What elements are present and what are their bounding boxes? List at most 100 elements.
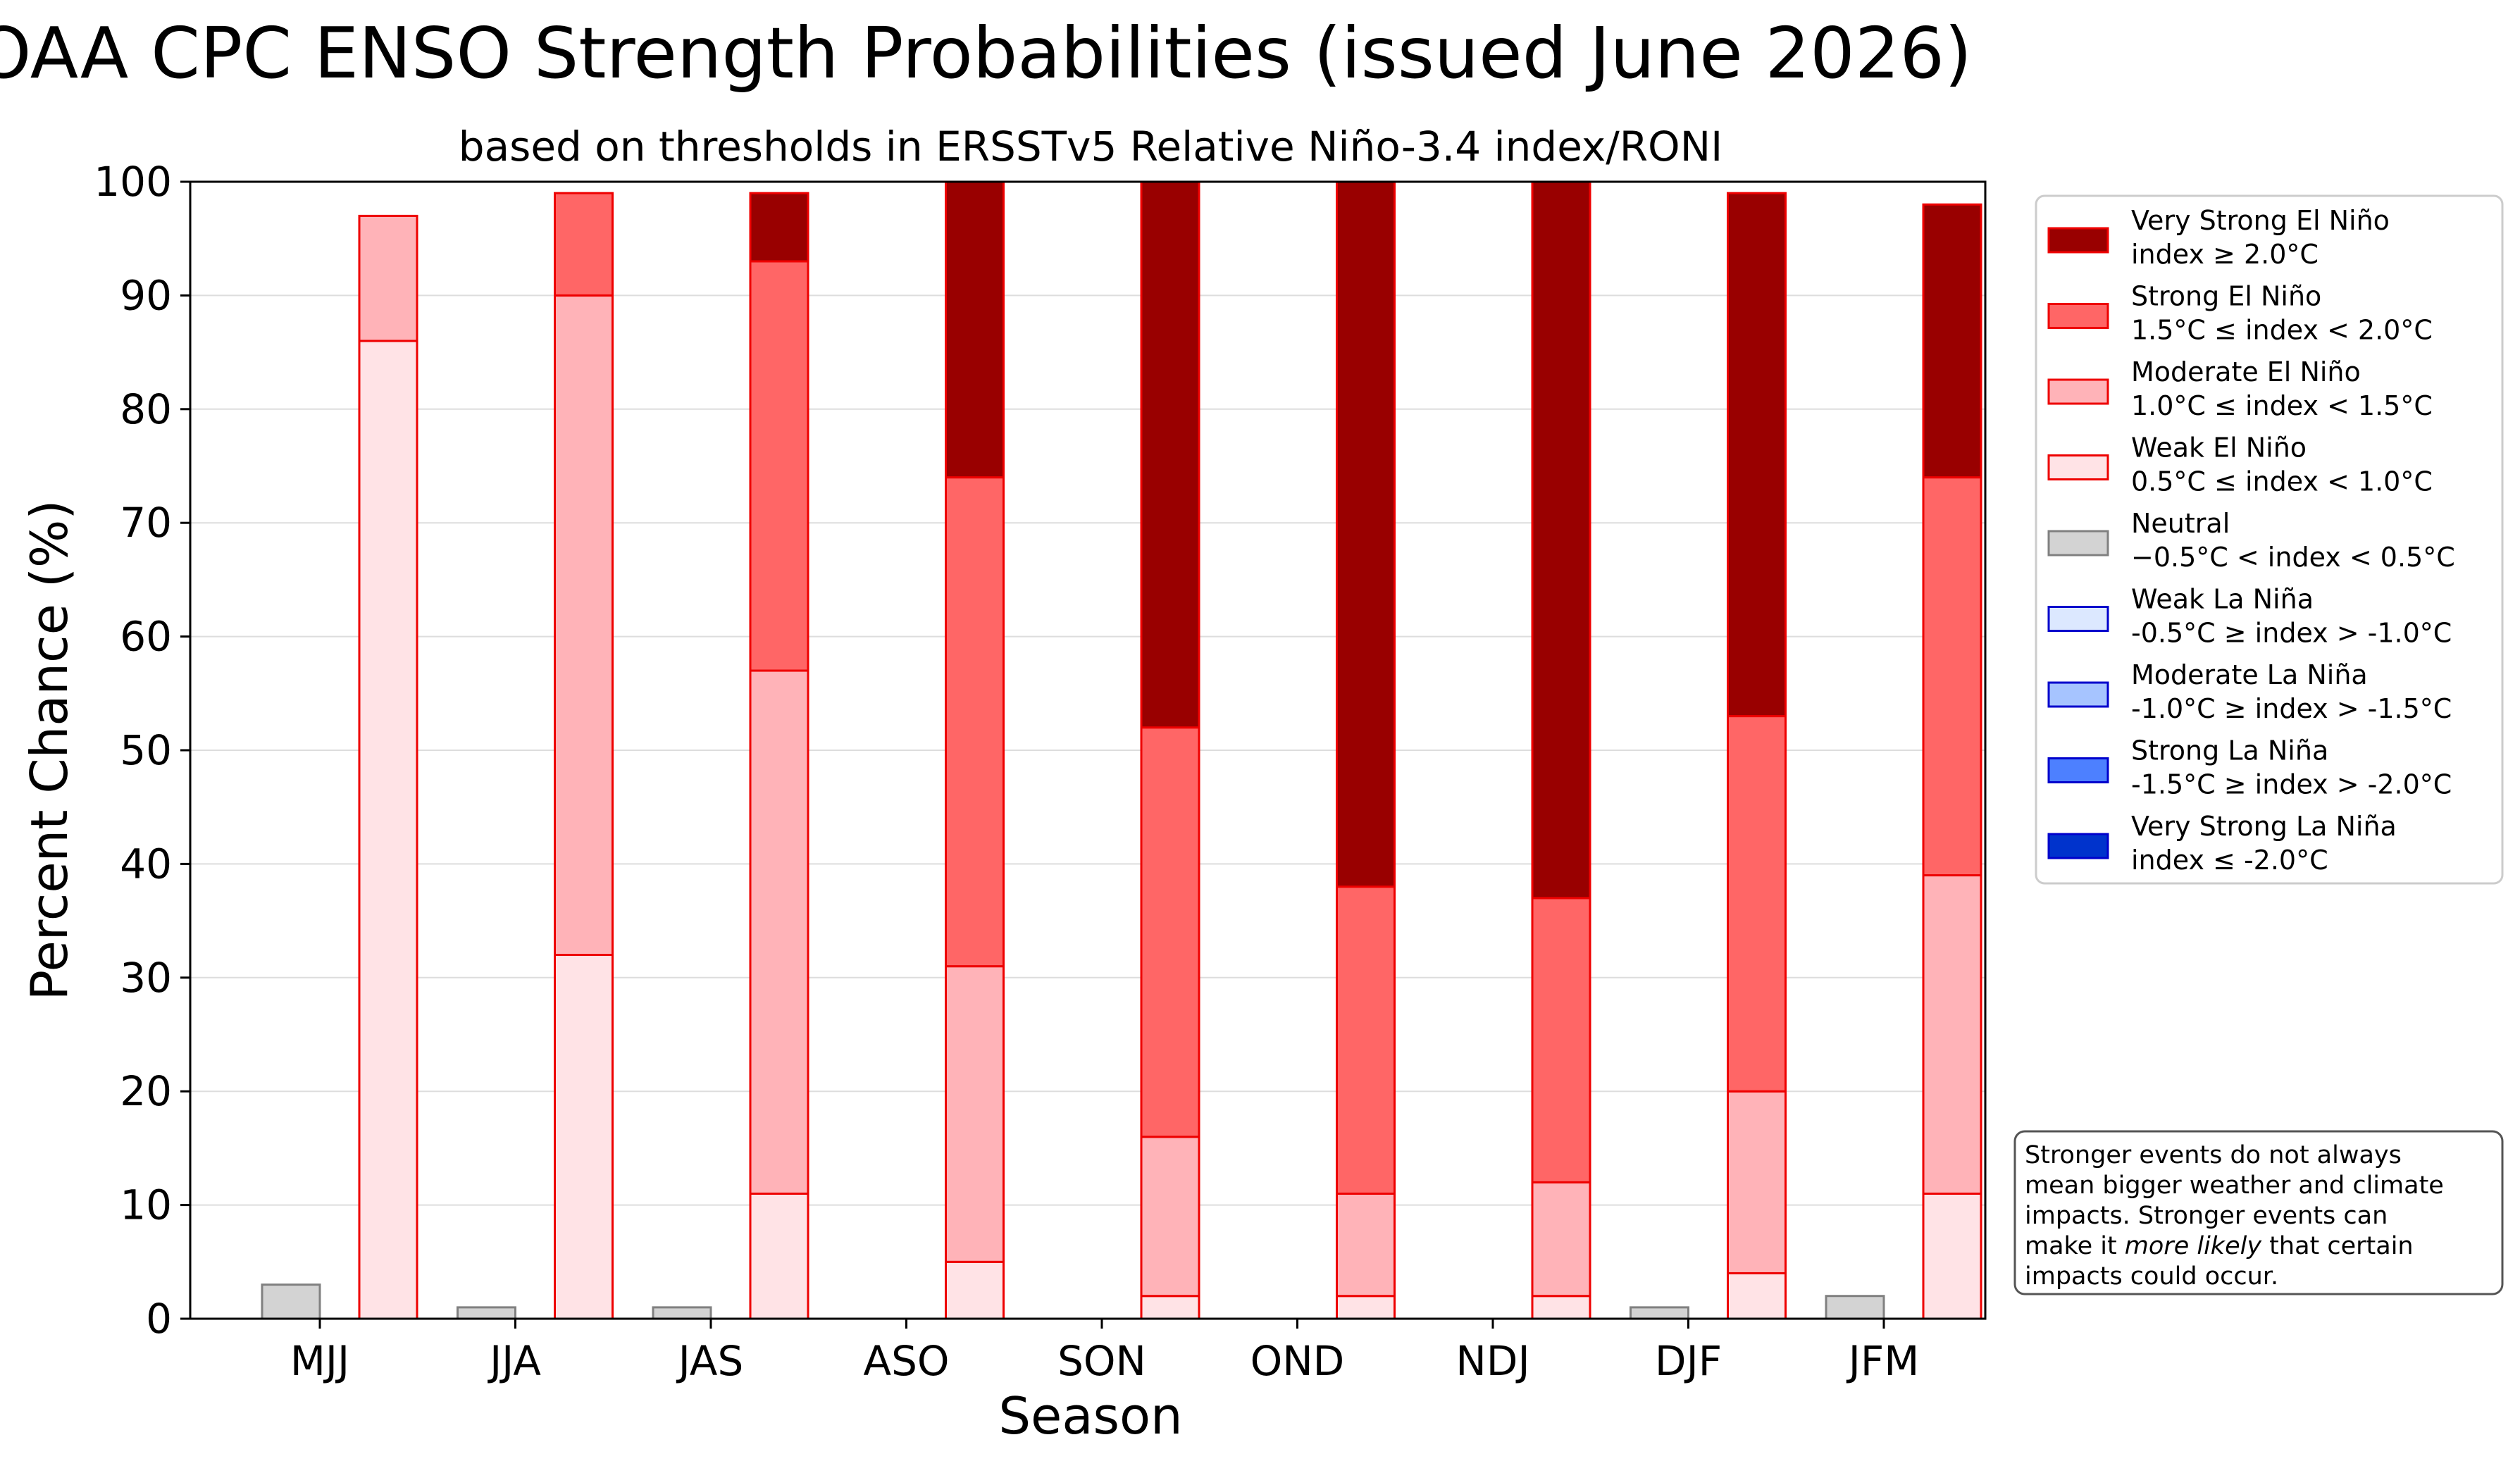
x-tick-label: NDJ [1455, 1337, 1529, 1385]
legend-swatch-weak-la-nina [2047, 606, 2109, 632]
y-tick-label: 100 [94, 158, 172, 206]
legend-swatch-weak-el-nino [2047, 454, 2109, 480]
y-axis: 0 10 20 30 40 50 60 70 80 90 100 [94, 158, 190, 1343]
gridlines [190, 294, 1985, 1206]
x-tick-label: SON [1057, 1337, 1146, 1385]
bar-strong-el-nino-jfm [1922, 476, 1982, 877]
y-tick-label: 70 [120, 499, 172, 547]
bar-moderate-el-nino-son [1140, 1136, 1200, 1298]
annotation-text: Stronger events do not always [2025, 1141, 2402, 1169]
x-tick-label: DJF [1655, 1337, 1722, 1385]
y-tick-label: 30 [120, 954, 172, 1002]
legend-swatch-neutral [2047, 530, 2109, 557]
bar-moderate-el-nino-jja [554, 294, 614, 957]
bar-weak-el-nino-mjj [358, 340, 418, 1320]
bar-strong-el-nino-ond [1336, 885, 1396, 1195]
annotation-line: Stronger events do not always [2025, 1141, 2402, 1169]
legend-label-strong-la-nina: Strong La Niña [2131, 735, 2328, 766]
x-tick-label: JFM [1846, 1337, 1920, 1385]
y-axis-label: Percent Chance (%) [20, 500, 79, 1001]
bar-moderate-el-nino-mjj [358, 214, 418, 342]
legend-range-moderate-la-nina: -1.0°C ≥ index > -1.5°C [2131, 693, 2452, 724]
annotation-text: impacts could occur. [2025, 1262, 2278, 1291]
bar-very-strong-el-nino-ond [1336, 180, 1396, 888]
bars [261, 180, 1982, 1320]
bar-weak-el-nino-jas [749, 1192, 809, 1320]
legend-frame [2035, 194, 2504, 885]
chart-title: NOAA CPC ENSO Strength Probabilities (is… [0, 12, 1972, 94]
bar-neutral-djf [1630, 1306, 1689, 1320]
bar-weak-el-nino-djf [1727, 1272, 1787, 1320]
bar-very-strong-el-nino-jas [749, 192, 809, 263]
y-tick-label: 50 [120, 726, 172, 774]
bar-weak-el-nino-ndj [1531, 1295, 1591, 1320]
y-tick-label: 40 [120, 840, 172, 888]
x-axis: MJJ JJA JAS ASO SON OND NDJ DJF JFM [290, 1319, 1919, 1385]
legend-range-weak-el-nino: 0.5°C ≤ index < 1.0°C [2131, 466, 2433, 497]
bar-strong-el-nino-aso [945, 476, 1005, 968]
bar-weak-el-nino-jfm [1922, 1192, 1982, 1320]
x-axis-label: Season [998, 1386, 1182, 1446]
y-tick-label: 60 [120, 613, 172, 661]
chart-subtitle: based on thresholds in ERSSTv5 Relative … [459, 123, 1723, 170]
annotation-line: impacts. Stronger events can [2025, 1202, 2388, 1230]
legend-label-neutral: Neutral [2131, 508, 2230, 539]
legend-swatch-moderate-el-nino [2047, 378, 2109, 405]
x-tick-label: MJJ [290, 1337, 349, 1385]
legend-swatch-strong-la-nina [2047, 757, 2109, 783]
y-tick-label: 90 [120, 271, 172, 319]
legend-range-strong-la-nina: -1.5°C ≥ index > -2.0°C [2131, 769, 2452, 800]
y-tick-label: 20 [120, 1067, 172, 1115]
bar-very-strong-el-nino-ndj [1531, 180, 1591, 900]
legend-swatch-very-strong-el-nino [2047, 227, 2109, 254]
x-tick-label: ASO [863, 1337, 949, 1385]
bar-very-strong-el-nino-aso [945, 180, 1005, 479]
bar-moderate-el-nino-jfm [1922, 874, 1982, 1195]
y-tick-label: 0 [146, 1295, 172, 1343]
legend-label-very-strong-la-nina: Very Strong La Niña [2131, 811, 2397, 842]
legend-swatch-strong-el-nino [2047, 303, 2109, 329]
annotation-text: impacts. Stronger events can [2025, 1202, 2388, 1230]
annotation-text: make it [2025, 1232, 2125, 1260]
annotation-text: mean bigger weather and climate [2025, 1171, 2444, 1200]
bar-very-strong-el-nino-jfm [1922, 203, 1982, 479]
bar-moderate-el-nino-ndj [1531, 1181, 1591, 1298]
legend-label-moderate-la-nina: Moderate La Niña [2131, 659, 2368, 690]
legend-label-weak-la-nina: Weak La Niña [2131, 584, 2314, 615]
bar-neutral-jfm [1825, 1295, 1885, 1320]
bar-strong-el-nino-jja [554, 192, 614, 297]
x-tick-label: JJA [488, 1337, 541, 1385]
bar-neutral-jja [457, 1306, 516, 1320]
legend-label-strong-el-nino: Strong El Niño [2131, 281, 2321, 312]
bar-weak-el-nino-jja [554, 954, 614, 1320]
bar-strong-el-nino-ndj [1531, 897, 1591, 1183]
annotation-line: make it more likely that certain [2025, 1232, 2414, 1260]
annotation-line: impacts could occur. [2025, 1262, 2278, 1291]
bar-strong-el-nino-djf [1727, 715, 1787, 1093]
bar-strong-el-nino-jas [749, 260, 809, 672]
legend-range-weak-la-nina: -0.5°C ≥ index > -1.0°C [2131, 618, 2452, 649]
x-tick-label: JAS [676, 1337, 744, 1385]
bar-moderate-el-nino-djf [1727, 1090, 1787, 1274]
bar-very-strong-el-nino-son [1140, 180, 1200, 729]
bar-weak-el-nino-ond [1336, 1295, 1396, 1320]
legend-swatch-moderate-la-nina [2047, 681, 2109, 708]
legend-swatch-very-strong-la-nina [2047, 833, 2109, 859]
bar-weak-el-nino-son [1140, 1295, 1200, 1320]
bar-very-strong-el-nino-djf [1727, 192, 1787, 718]
bar-moderate-el-nino-aso [945, 965, 1005, 1263]
annotation-line: mean bigger weather and climate [2025, 1171, 2444, 1200]
bar-weak-el-nino-aso [945, 1260, 1005, 1320]
legend-label-very-strong-el-nino: Very Strong El Niño [2131, 205, 2390, 236]
legend-range-very-strong-el-nino: index ≥ 2.0°C [2131, 239, 2319, 270]
bar-moderate-el-nino-ond [1336, 1192, 1396, 1298]
bar-strong-el-nino-son [1140, 726, 1200, 1138]
annotation-frame [2013, 1130, 2504, 1295]
legend-range-strong-el-nino: 1.5°C ≤ index < 2.0°C [2131, 315, 2433, 346]
annotation-emphasis: more likely [2125, 1232, 2263, 1260]
legend-range-neutral: −0.5°C < index < 0.5°C [2131, 542, 2455, 573]
